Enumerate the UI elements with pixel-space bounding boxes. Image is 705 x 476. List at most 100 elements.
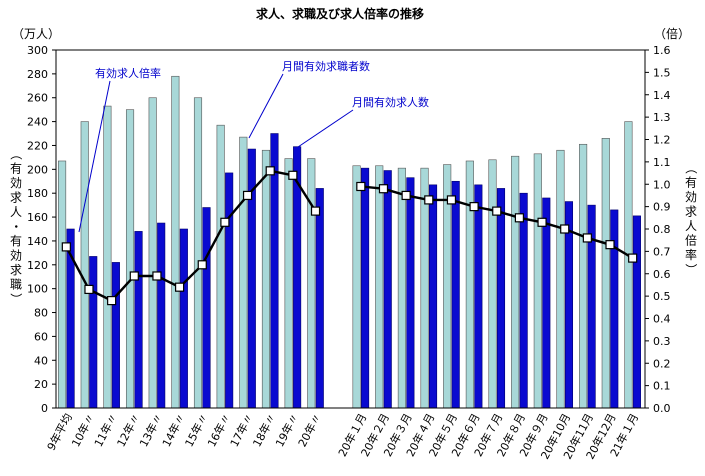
jobseekers-bar xyxy=(80,121,89,409)
left-tick-label: 60 xyxy=(34,330,48,343)
ratio-point xyxy=(310,206,321,216)
left-tick-label: 80 xyxy=(34,307,48,320)
openings-bar xyxy=(315,188,324,409)
left-axis-label-char: 求 xyxy=(10,191,22,205)
ratio-point xyxy=(492,206,502,216)
openings-bar xyxy=(361,167,370,409)
ratio-point xyxy=(582,233,592,243)
left-tick-label: 160 xyxy=(27,211,48,224)
right-tick-label: 0.9 xyxy=(653,201,671,214)
left-tick-label: 240 xyxy=(27,116,48,129)
ratio-point xyxy=(446,195,457,205)
jobseekers-bar xyxy=(171,75,180,409)
annotation-ratio: 有効求人倍率 xyxy=(95,66,161,80)
left-tick-label: 20 xyxy=(34,378,48,391)
ratio-point xyxy=(605,240,615,250)
right-axis-label-char: 有 xyxy=(685,176,697,190)
right-tick-label: 0.0 xyxy=(653,402,671,415)
ratio-point xyxy=(242,190,253,201)
jobseekers-bar xyxy=(239,136,248,409)
jobseekers-bar xyxy=(58,160,67,409)
right-tick-label: 0.5 xyxy=(653,290,671,303)
jobseekers-bar xyxy=(511,155,520,409)
jobseekers-bar xyxy=(125,109,135,409)
left-axis-ticks: 0 20 40 60 80 100 120 140 160 180 200 220 240 260 280 3… xyxy=(27,44,56,415)
left-tick-label: 280 xyxy=(27,68,48,81)
right-axis-label-char: （ xyxy=(684,162,698,174)
ratio-line-layer xyxy=(61,166,638,306)
bars-layer xyxy=(58,75,641,409)
right-tick-label: 0.7 xyxy=(653,245,671,258)
ratio-point xyxy=(514,213,525,223)
right-axis-ticks: 0.0 0.1 0.2 0.3 0.4 0.5 0.6 0.7 0.8 0.9 1.0 1.1 1.2 1… xyxy=(645,44,671,415)
jobseekers-bar xyxy=(216,124,225,409)
right-axis-label-char: 効 xyxy=(685,189,697,204)
left-tick-label: 220 xyxy=(27,139,48,152)
openings-bar xyxy=(428,184,438,409)
left-tick-label: 200 xyxy=(27,163,48,176)
left-axis-label: （有効求人・有効求職） xyxy=(9,148,23,305)
right-tick-label: 1.5 xyxy=(653,66,671,79)
left-axis-label-char: （ xyxy=(9,148,23,160)
right-axis-label-char: ） xyxy=(684,263,698,275)
left-tick-label: 260 xyxy=(27,92,48,105)
left-axis-label-char: ） xyxy=(9,293,23,305)
left-axis-label-char: 有 xyxy=(10,234,22,248)
openings-bar xyxy=(406,177,415,409)
left-axis-label-char: ・ xyxy=(9,220,23,232)
left-axis-label-char: 効 xyxy=(10,175,22,190)
right-axis-unit: （倍） xyxy=(654,26,690,41)
jobseekers-bar xyxy=(148,97,157,409)
ratio-point xyxy=(174,282,185,292)
jobseekers-bar xyxy=(533,153,542,409)
jobseekers-bar xyxy=(579,143,588,409)
ratio-point xyxy=(628,253,638,263)
ratio-point xyxy=(107,296,117,306)
openings-bar xyxy=(474,184,483,409)
right-tick-label: 1.1 xyxy=(653,156,671,169)
ratio-point xyxy=(469,202,479,212)
jobseekers-bar xyxy=(103,105,112,409)
annotation-openings: 月間有効求人数 xyxy=(352,95,429,109)
openings-bar xyxy=(202,207,211,409)
ratio-point xyxy=(152,271,162,281)
ratio-point xyxy=(129,271,139,281)
ratio-point xyxy=(61,242,71,252)
left-axis-label-char: 効 xyxy=(10,248,22,263)
jobseekers-bar xyxy=(193,97,203,409)
left-axis-label-char: 有 xyxy=(10,162,22,176)
openings-bar xyxy=(632,215,641,409)
ratio-point xyxy=(537,217,547,227)
openings-bar xyxy=(179,228,188,409)
right-tick-label: 0.6 xyxy=(653,268,671,281)
ratio-point xyxy=(288,170,298,180)
openings-bar xyxy=(157,222,166,409)
annotation-ratio-leader xyxy=(78,80,111,233)
right-axis-label: （ 有効求人倍率） xyxy=(684,162,698,276)
annotation-jobseekers-leader xyxy=(248,73,284,139)
ratio-point xyxy=(84,284,94,295)
right-axis-label-char: 人 xyxy=(685,219,697,233)
openings-bar xyxy=(225,172,234,409)
left-tick-label: 120 xyxy=(27,259,48,272)
x-axis-labels: 9年平均10年〃11年〃12年〃13年〃14年〃15年〃16年〃17年〃18年〃… xyxy=(44,411,641,462)
left-tick-label: 300 xyxy=(27,44,48,57)
jobseekers-bar xyxy=(556,149,565,409)
openings-bar xyxy=(134,231,143,409)
openings-bar xyxy=(610,209,619,409)
left-tick-label: 100 xyxy=(27,283,48,296)
ratio-point xyxy=(356,181,366,192)
jobseekers-bar xyxy=(488,159,497,409)
openings-bar xyxy=(89,256,98,409)
right-tick-label: 0.2 xyxy=(653,357,671,370)
left-tick-label: 40 xyxy=(34,354,48,367)
jobseekers-bar xyxy=(397,167,406,409)
left-tick-label: 180 xyxy=(27,187,48,200)
openings-bar xyxy=(383,170,392,409)
right-axis-label-char: 求 xyxy=(685,205,697,219)
annotation-openings-leader xyxy=(297,109,354,148)
ratio-point xyxy=(560,224,570,234)
chart-title: 求人、求職及び求人倍率の推移 xyxy=(256,6,424,21)
right-tick-label: 1.4 xyxy=(653,89,671,102)
